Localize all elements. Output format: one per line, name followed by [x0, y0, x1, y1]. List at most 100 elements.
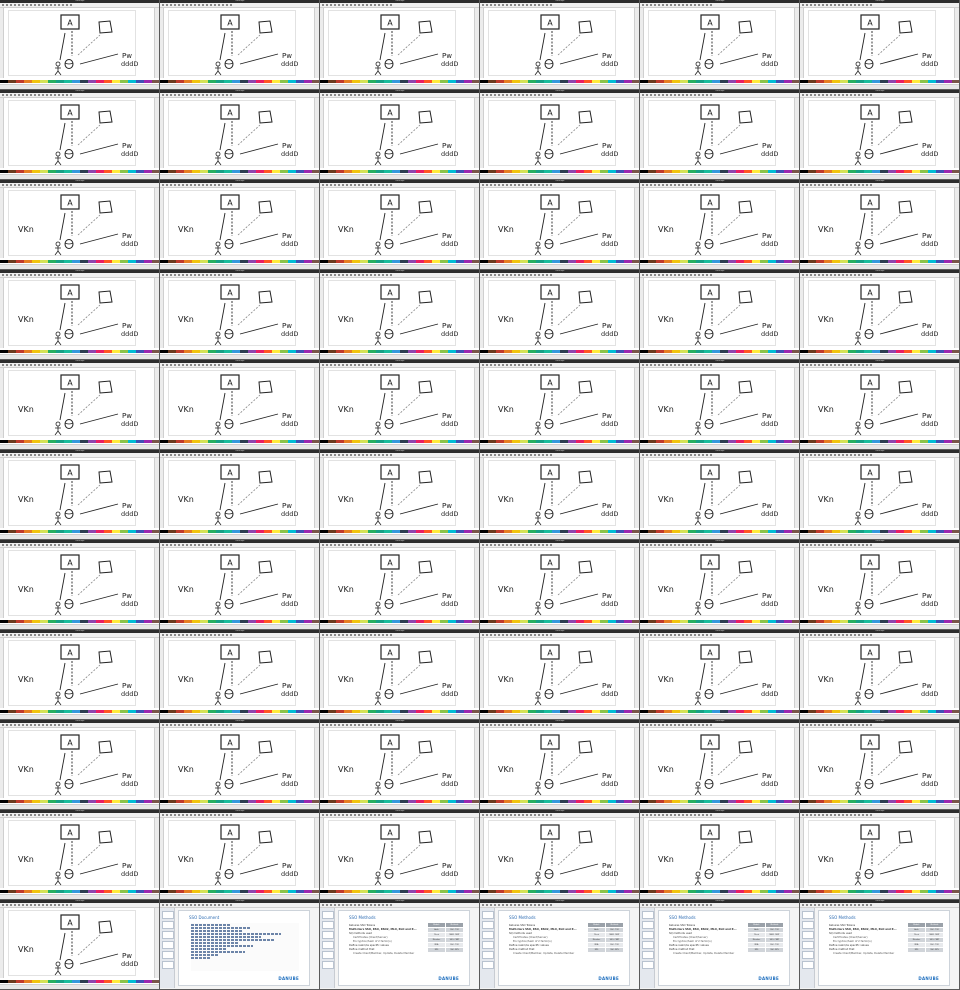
tool-palette[interactable] [160, 818, 164, 888]
docked-panel[interactable] [154, 98, 159, 168]
toolbar-icons[interactable] [482, 454, 552, 456]
slide-thumbnail-panel[interactable] [320, 908, 335, 988]
docked-panel[interactable] [954, 638, 959, 708]
toolbar-icons[interactable] [2, 4, 72, 6]
color-palette[interactable] [320, 440, 479, 443]
toolbar-icons[interactable] [162, 94, 232, 96]
tool-palette[interactable] [640, 188, 644, 258]
docked-panel[interactable] [634, 458, 639, 528]
slide-thumbnail[interactable] [482, 911, 494, 919]
docked-panel[interactable] [954, 728, 959, 798]
docked-panel[interactable] [794, 8, 799, 78]
toolbar-icons[interactable] [642, 724, 712, 726]
color-palette[interactable] [800, 260, 959, 263]
tool-palette[interactable] [800, 818, 804, 888]
tool-palette[interactable] [320, 458, 324, 528]
color-palette[interactable] [640, 800, 799, 803]
docked-panel[interactable] [154, 728, 159, 798]
tool-palette[interactable] [320, 188, 324, 258]
tool-palette[interactable] [800, 458, 804, 528]
color-palette[interactable] [800, 890, 959, 893]
color-palette[interactable] [480, 710, 639, 713]
toolbar-icons[interactable] [2, 274, 72, 276]
tool-palette[interactable] [640, 98, 644, 168]
docked-panel[interactable] [314, 458, 319, 528]
docked-panel[interactable] [314, 188, 319, 258]
toolbar-icons[interactable] [642, 184, 712, 186]
color-palette[interactable] [320, 350, 479, 353]
toolbar-icons[interactable] [322, 634, 392, 636]
toolbar-icons[interactable] [642, 634, 712, 636]
tool-palette[interactable] [480, 98, 484, 168]
slide-thumbnail-panel[interactable] [640, 908, 655, 988]
color-palette[interactable] [640, 170, 799, 173]
docked-panel[interactable] [794, 818, 799, 888]
tool-palette[interactable] [0, 908, 4, 978]
docked-panel[interactable] [314, 728, 319, 798]
tool-palette[interactable] [320, 278, 324, 348]
toolbar-icons[interactable] [802, 814, 872, 816]
color-palette[interactable] [160, 170, 319, 173]
slide-thumbnail[interactable] [322, 911, 334, 919]
color-palette[interactable] [160, 890, 319, 893]
color-palette[interactable] [160, 710, 319, 713]
toolbar-icons[interactable] [642, 364, 712, 366]
toolbar-icons[interactable] [322, 4, 392, 6]
color-palette[interactable] [640, 440, 799, 443]
color-palette[interactable] [0, 710, 159, 713]
tool-palette[interactable] [480, 548, 484, 618]
tool-palette[interactable] [640, 818, 644, 888]
color-palette[interactable] [0, 440, 159, 443]
color-palette[interactable] [0, 800, 159, 803]
docked-panel[interactable] [794, 638, 799, 708]
slide-thumbnail[interactable] [482, 921, 494, 929]
docked-panel[interactable] [474, 458, 479, 528]
color-palette[interactable] [0, 890, 159, 893]
toolbar-icons[interactable] [2, 814, 72, 816]
docked-panel[interactable] [794, 458, 799, 528]
color-palette[interactable] [0, 260, 159, 263]
tool-palette[interactable] [480, 818, 484, 888]
toolbar-icons[interactable] [802, 184, 872, 186]
tool-palette[interactable] [160, 548, 164, 618]
tool-palette[interactable] [480, 8, 484, 78]
toolbar-icons[interactable] [482, 634, 552, 636]
docked-panel[interactable] [794, 368, 799, 438]
color-palette[interactable] [480, 530, 639, 533]
color-palette[interactable] [320, 530, 479, 533]
color-palette[interactable] [480, 800, 639, 803]
tool-palette[interactable] [0, 818, 4, 888]
docked-panel[interactable] [314, 98, 319, 168]
toolbar-icons[interactable] [322, 274, 392, 276]
color-palette[interactable] [320, 80, 479, 83]
toolbar-icons[interactable] [322, 544, 392, 546]
toolbar-icons[interactable] [322, 94, 392, 96]
toolbar-icons[interactable] [162, 634, 232, 636]
docked-panel[interactable] [314, 638, 319, 708]
docked-panel[interactable] [154, 368, 159, 438]
docked-panel[interactable] [314, 548, 319, 618]
color-palette[interactable] [160, 530, 319, 533]
color-palette[interactable] [640, 620, 799, 623]
toolbar-icons[interactable] [2, 364, 72, 366]
toolbar-icons[interactable] [642, 454, 712, 456]
tool-palette[interactable] [320, 548, 324, 618]
color-palette[interactable] [480, 260, 639, 263]
slide-thumbnail-panel[interactable] [160, 908, 175, 988]
docked-panel[interactable] [634, 638, 639, 708]
color-palette[interactable] [640, 890, 799, 893]
docked-panel[interactable] [474, 638, 479, 708]
slide-thumbnail[interactable] [322, 931, 334, 939]
toolbar-icons[interactable] [162, 544, 232, 546]
tool-palette[interactable] [320, 728, 324, 798]
docked-panel[interactable] [474, 188, 479, 258]
docked-panel[interactable] [634, 548, 639, 618]
docked-panel[interactable] [474, 278, 479, 348]
tool-palette[interactable] [480, 368, 484, 438]
color-palette[interactable] [640, 710, 799, 713]
toolbar-icons[interactable] [802, 724, 872, 726]
color-palette[interactable] [320, 260, 479, 263]
docked-panel[interactable] [474, 8, 479, 78]
slide-thumbnail[interactable] [642, 911, 654, 919]
tool-palette[interactable] [0, 368, 4, 438]
